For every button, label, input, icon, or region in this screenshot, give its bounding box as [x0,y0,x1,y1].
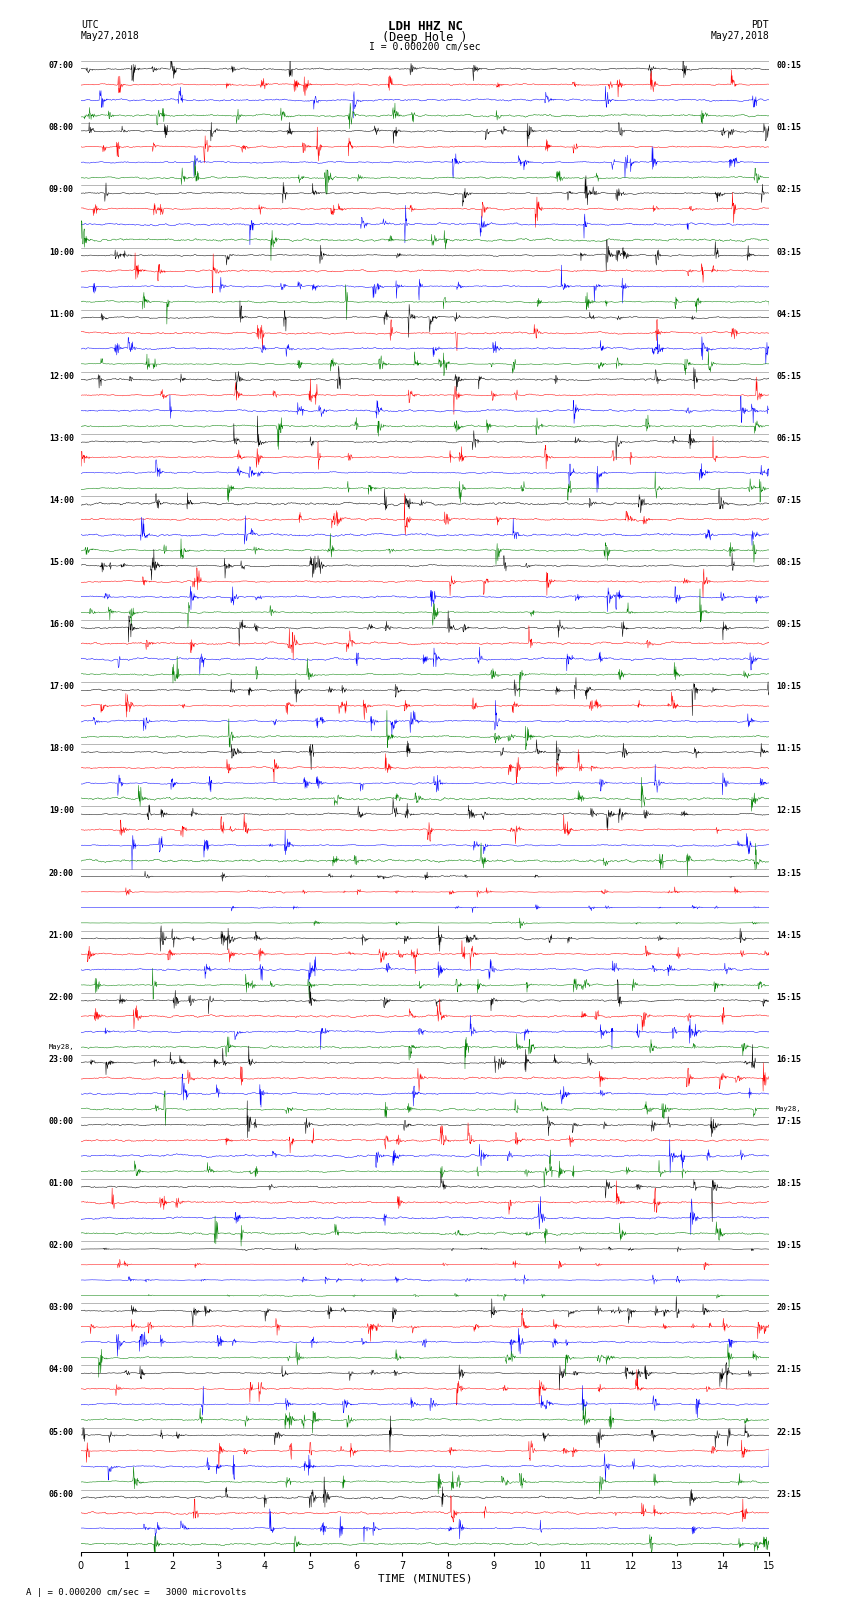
Text: 08:15: 08:15 [776,558,802,568]
Text: 09:00: 09:00 [48,185,74,195]
Text: 17:15: 17:15 [776,1116,802,1126]
Text: 16:00: 16:00 [48,619,74,629]
Text: 00:15: 00:15 [776,61,802,71]
Text: 08:00: 08:00 [48,124,74,132]
Text: May28,: May28, [776,1107,802,1113]
Text: 06:00: 06:00 [48,1489,74,1498]
Text: 14:15: 14:15 [776,931,802,940]
Text: 18:15: 18:15 [776,1179,802,1189]
Text: 02:00: 02:00 [48,1240,74,1250]
Text: 17:00: 17:00 [48,682,74,692]
Text: 16:15: 16:15 [776,1055,802,1065]
Text: 21:00: 21:00 [48,931,74,940]
Text: 21:15: 21:15 [776,1365,802,1374]
Text: A | = 0.000200 cm/sec =   3000 microvolts: A | = 0.000200 cm/sec = 3000 microvolts [26,1587,246,1597]
Text: May28,: May28, [48,1044,74,1050]
Text: 03:15: 03:15 [776,247,802,256]
Text: 00:00: 00:00 [48,1116,74,1126]
Text: 13:00: 13:00 [48,434,74,444]
Text: 11:15: 11:15 [776,744,802,753]
Text: 14:00: 14:00 [48,497,74,505]
X-axis label: TIME (MINUTES): TIME (MINUTES) [377,1574,473,1584]
Text: 02:15: 02:15 [776,185,802,195]
Text: May27,2018: May27,2018 [81,31,139,40]
Text: 23:15: 23:15 [776,1489,802,1498]
Text: 05:00: 05:00 [48,1428,74,1437]
Text: 04:00: 04:00 [48,1365,74,1374]
Text: 20:00: 20:00 [48,868,74,877]
Text: 20:15: 20:15 [776,1303,802,1313]
Text: 19:15: 19:15 [776,1240,802,1250]
Text: LDH HHZ NC: LDH HHZ NC [388,19,462,34]
Text: PDT: PDT [751,19,769,31]
Text: 11:00: 11:00 [48,310,74,319]
Text: 12:15: 12:15 [776,806,802,816]
Text: 12:00: 12:00 [48,373,74,381]
Text: 05:15: 05:15 [776,373,802,381]
Text: 03:00: 03:00 [48,1303,74,1313]
Text: UTC: UTC [81,19,99,31]
Text: 22:00: 22:00 [48,992,74,1002]
Text: 19:00: 19:00 [48,806,74,816]
Text: 06:15: 06:15 [776,434,802,444]
Text: 01:15: 01:15 [776,124,802,132]
Text: 09:15: 09:15 [776,619,802,629]
Text: 23:00: 23:00 [48,1055,74,1065]
Text: I = 0.000200 cm/sec: I = 0.000200 cm/sec [369,42,481,52]
Text: 15:00: 15:00 [48,558,74,568]
Text: 22:15: 22:15 [776,1428,802,1437]
Text: 07:15: 07:15 [776,497,802,505]
Text: 18:00: 18:00 [48,744,74,753]
Text: May27,2018: May27,2018 [711,31,769,40]
Text: 15:15: 15:15 [776,992,802,1002]
Text: 10:15: 10:15 [776,682,802,692]
Text: 07:00: 07:00 [48,61,74,71]
Text: (Deep Hole ): (Deep Hole ) [382,31,468,44]
Text: 10:00: 10:00 [48,247,74,256]
Text: 13:15: 13:15 [776,868,802,877]
Text: 04:15: 04:15 [776,310,802,319]
Text: 01:00: 01:00 [48,1179,74,1189]
